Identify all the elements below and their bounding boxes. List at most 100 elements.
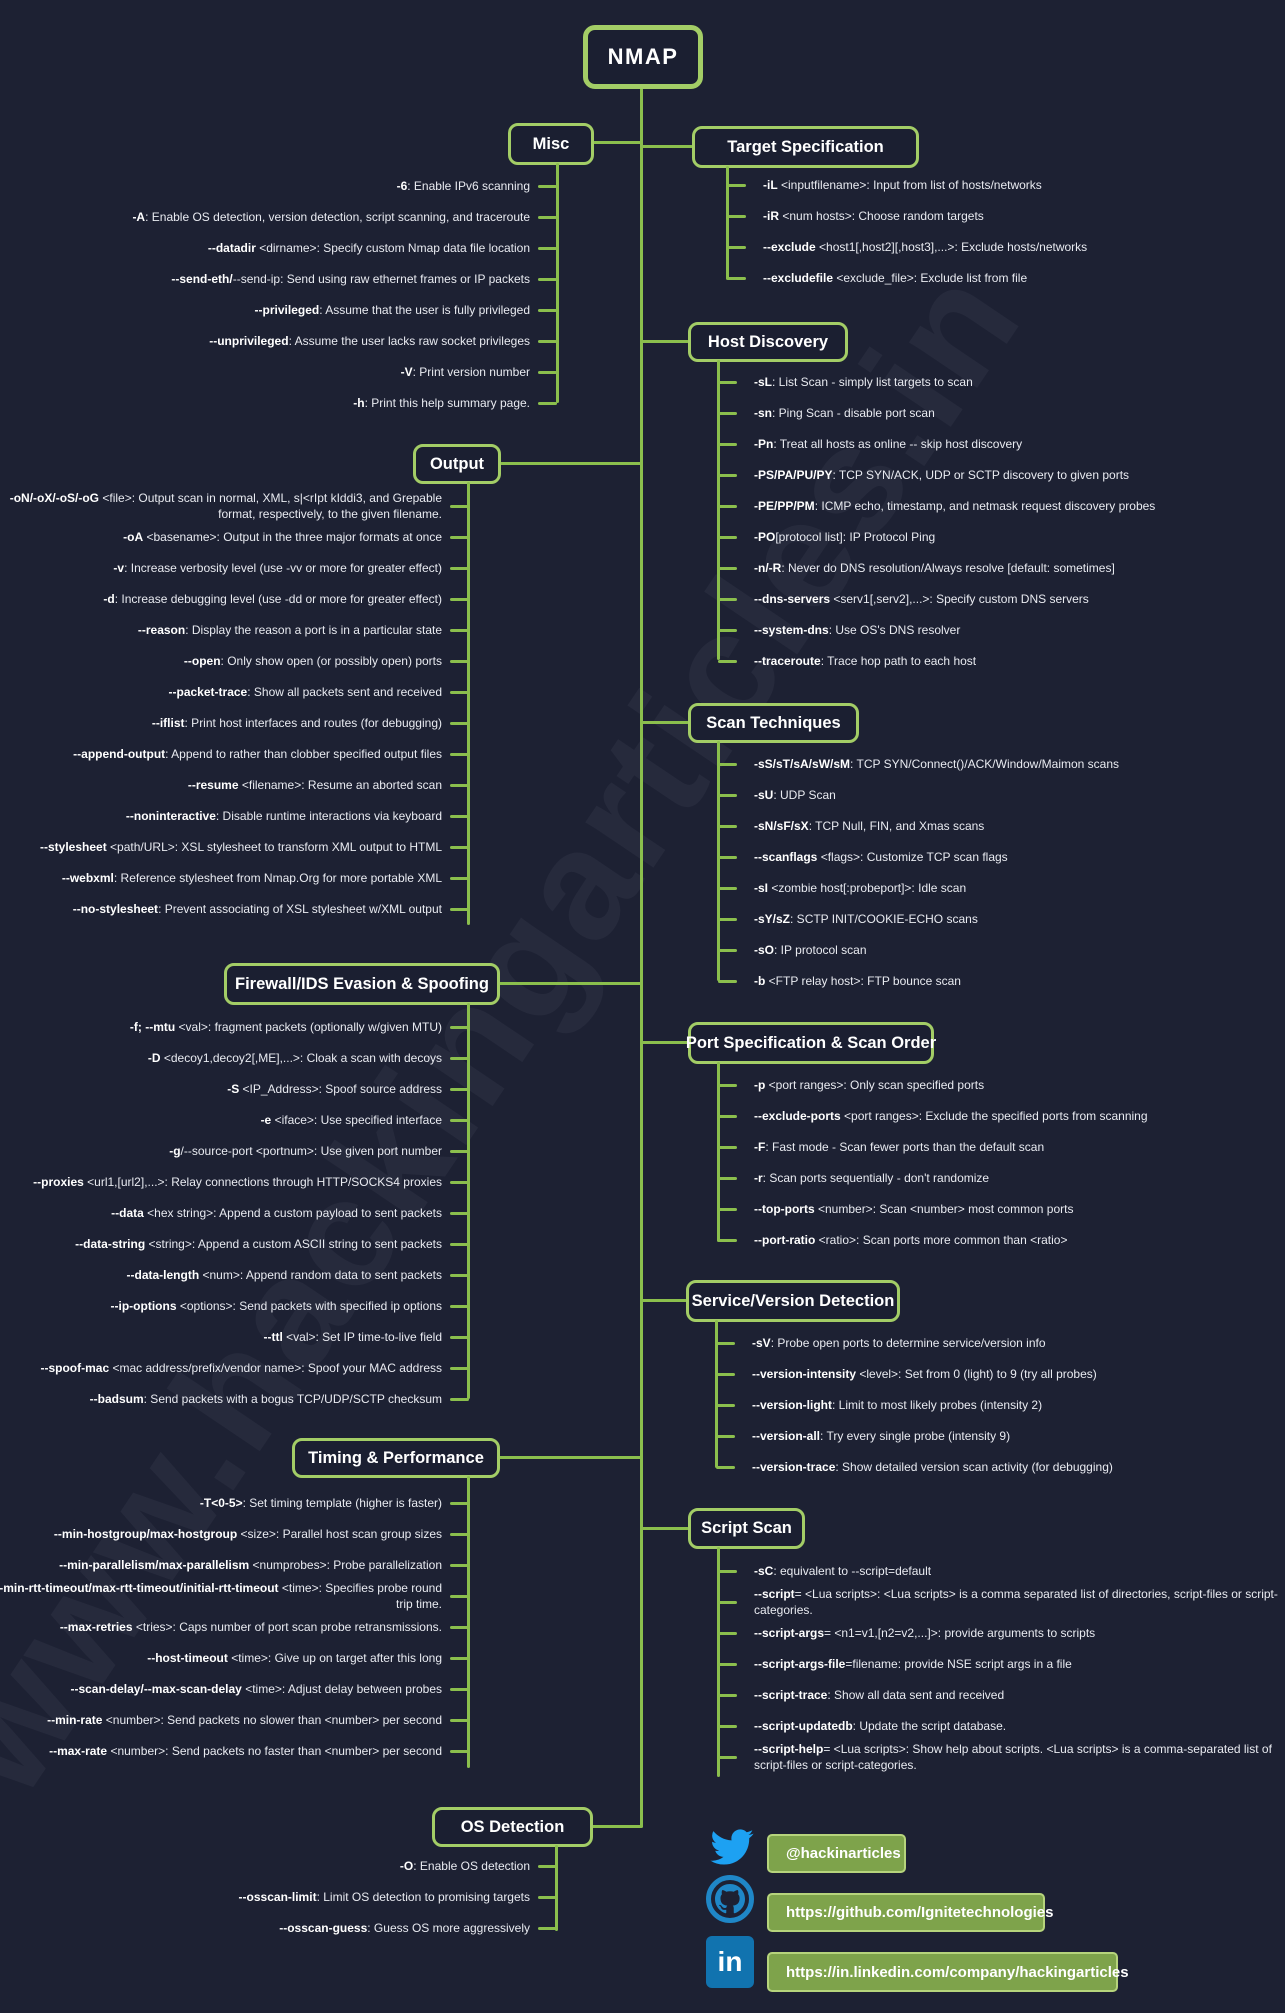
- twitter-handle-badge[interactable]: @hackinarticles: [767, 1834, 906, 1873]
- item-tick-line: [718, 918, 737, 921]
- option-item: --exclude-ports <port ranges>: Exclude t…: [718, 1101, 1278, 1132]
- option-item: -f; --mtu <val>: fragment packets (optio…: [0, 1012, 469, 1043]
- option-text: -PS/PA/PU/PY: TCP SYN/ACK, UDP or SCTP d…: [754, 468, 1129, 483]
- option-flag: -v: [113, 560, 125, 575]
- section-scan-box: Scan Techniques: [688, 703, 859, 743]
- option-flag: --min-hostgroup/max-hostgroup: [53, 1526, 238, 1541]
- option-flag: -e: [260, 1112, 272, 1127]
- branch-line: [717, 360, 720, 660]
- option-text: --noninteractive: Disable runtime intera…: [126, 809, 442, 824]
- item-tick-line: [538, 402, 557, 405]
- option-flag: -iL: [763, 177, 778, 192]
- option-desc: <size>: Parallel host scan group sizes: [237, 1526, 442, 1541]
- section-title: Port Specification & Scan Order: [685, 1033, 937, 1052]
- option-desc: : Assume that the user is fully privileg…: [319, 302, 530, 317]
- section-title: Output: [429, 454, 485, 473]
- option-desc: <filename>: Resume an aborted scan: [238, 777, 442, 792]
- option-desc: <val>: Set IP time-to-live field: [282, 1329, 442, 1344]
- option-item: --min-hostgroup/max-hostgroup <size>: Pa…: [0, 1519, 469, 1550]
- section-target-box: Target Specification: [692, 126, 919, 168]
- linkedin-url-badge[interactable]: https://in.linkedin.com/company/hackinga…: [767, 1952, 1129, 1992]
- option-item: --script-updatedb: Update the script dat…: [718, 1711, 1278, 1742]
- option-desc: : Assume the user lacks raw socket privi…: [288, 333, 530, 348]
- option-text: --datadir <dirname>: Specify custom Nmap…: [208, 241, 530, 256]
- connector-line: [498, 982, 642, 985]
- option-flag: -sS/sT/sA/sW/sM: [754, 756, 851, 771]
- option-flag: -sC: [754, 1563, 774, 1578]
- twitter-handle: @hackinarticles: [786, 1845, 901, 1862]
- option-item: -sn: Ping Scan - disable port scan: [718, 398, 1263, 429]
- option-desc: : Limit to most likely probes (intensity…: [832, 1397, 1043, 1412]
- option-desc: : Show all data sent and received: [827, 1687, 1005, 1702]
- option-text: -f; --mtu <val>: fragment packets (optio…: [130, 1020, 442, 1035]
- option-desc: <number>: Send packets no slower than <n…: [102, 1712, 442, 1727]
- option-text: -b <FTP relay host>: FTP bounce scan: [754, 974, 961, 989]
- linkedin-icon[interactable]: in: [706, 1936, 754, 1988]
- option-desc: <ratio>: Scan ports more common than <ra…: [815, 1232, 1068, 1247]
- option-text: --data <hex string>: Append a custom pay…: [111, 1206, 442, 1221]
- option-text: --exclude-ports <port ranges>: Exclude t…: [754, 1109, 1148, 1124]
- option-flag: --script-help: [754, 1742, 824, 1757]
- item-tick-line: [716, 1435, 735, 1438]
- connector-line: [498, 1456, 642, 1459]
- item-tick-line: [718, 949, 737, 952]
- option-flag: -h: [353, 395, 365, 410]
- github-icon[interactable]: [706, 1875, 754, 1923]
- option-item: -sY/sZ: SCTP INIT/COOKIE-ECHO scans: [718, 904, 1263, 935]
- item-tick-line: [718, 567, 737, 570]
- option-flag: --excludefile: [763, 270, 834, 285]
- option-flag: -PO: [754, 529, 776, 544]
- option-item: -6: Enable IPv6 scanning: [12, 171, 557, 202]
- option-text: --excludefile <exclude_file>: Exclude li…: [763, 271, 1027, 286]
- option-item: -Pn: Treat all hosts as online -- skip h…: [718, 429, 1263, 460]
- option-list: -sC: equivalent to --script=default --scr…: [718, 1556, 1278, 1773]
- option-list: -6: Enable IPv6 scanning -A: Enable OS de…: [12, 171, 557, 419]
- option-flag: -PE/PP/PM: [754, 498, 815, 513]
- option-item: --spoof-mac <mac address/prefix/vendor n…: [0, 1353, 469, 1384]
- option-text: --version-intensity <level>: Set from 0 …: [752, 1367, 1097, 1382]
- option-text: --stylesheet <path/URL>: XSL stylesheet …: [40, 840, 442, 855]
- option-flag: -V: [400, 364, 413, 379]
- option-flag: -n/-R: [754, 560, 782, 575]
- option-text: -F: Fast mode - Scan fewer ports than th…: [754, 1140, 1044, 1155]
- item-tick-line: [450, 1657, 469, 1660]
- section-title: Firewall/IDS Evasion & Spoofing: [235, 974, 489, 993]
- option-desc: : UDP Scan: [773, 787, 836, 802]
- section-service-box: Service/Version Detection: [686, 1280, 900, 1322]
- option-item: -sS/sT/sA/sW/sM: TCP SYN/Connect()/ACK/W…: [718, 749, 1263, 780]
- option-text: -T<0-5>: Set timing template (higher is …: [200, 1496, 442, 1511]
- item-tick-line: [538, 309, 557, 312]
- branch-line: [467, 482, 470, 925]
- option-desc: : Prevent associating of XSL stylesheet …: [158, 901, 442, 916]
- option-desc: <IP_Address>: Spoof source address: [239, 1081, 442, 1096]
- option-flag: --version-light: [752, 1397, 832, 1412]
- option-item: --no-stylesheet: Prevent associating of …: [0, 894, 469, 925]
- option-item: --open: Only show open (or possibly open…: [0, 646, 469, 677]
- option-flag: -p: [754, 1077, 766, 1092]
- twitter-icon[interactable]: [708, 1827, 756, 1867]
- option-flag: --spoof-mac: [40, 1360, 110, 1375]
- option-text: -d: Increase debugging level (use -dd or…: [103, 592, 442, 607]
- option-item: -sL: List Scan - simply list targets to …: [718, 367, 1263, 398]
- item-tick-line: [718, 598, 737, 601]
- item-tick-line: [718, 629, 737, 632]
- option-flag: --script-args-file: [754, 1656, 846, 1671]
- option-desc: <path/URL>: XSL stylesheet to transform …: [106, 839, 442, 854]
- option-flag: --iflist: [151, 715, 185, 730]
- option-text: --scan-delay/--max-scan-delay <time>: Ad…: [70, 1682, 442, 1697]
- option-desc: <basename>: Output in the three major fo…: [143, 529, 442, 544]
- option-text: -sn: Ping Scan - disable port scan: [754, 406, 935, 421]
- option-desc: <iface>: Use specified interface: [271, 1112, 442, 1127]
- option-flag: -sV: [752, 1335, 771, 1350]
- option-flag: --append-output: [73, 746, 166, 761]
- item-tick-line: [450, 1150, 469, 1153]
- option-desc: : Disable runtime interactions via keybo…: [215, 808, 442, 823]
- option-desc: : Append to rather than clobber specifie…: [165, 746, 442, 761]
- item-tick-line: [450, 1595, 469, 1598]
- option-list: -sL: List Scan - simply list targets to …: [718, 367, 1263, 677]
- github-url-badge[interactable]: https://github.com/Ignitetechnologies: [767, 1893, 1054, 1932]
- option-text: -sN/sF/sX: TCP Null, FIN, and Xmas scans: [754, 819, 984, 834]
- option-text: -h: Print this help summary page.: [353, 396, 530, 411]
- option-flag: --packet-trace: [168, 684, 248, 699]
- option-text: -sU: UDP Scan: [754, 788, 836, 803]
